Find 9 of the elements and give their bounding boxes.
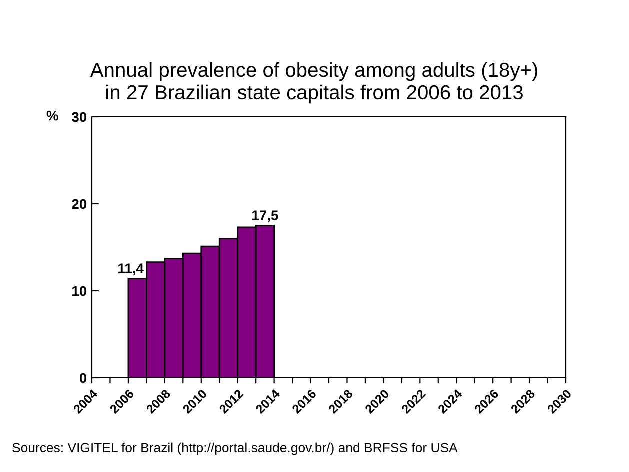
data-label: 17,5: [252, 210, 278, 222]
data-label: 11,4: [118, 264, 144, 276]
y-tick-label: 20: [72, 199, 87, 210]
chart-title: Annual prevalence of obesity among adults (18y+) in 27 Brazilian state capitals from 2006 to 2013: [90, 62, 538, 104]
source-note: Sources: VIGITEL for Brazil (http://portal.saude.gov.br/) and BRFSS for USA: [12, 442, 458, 456]
y-tick-label: 30: [72, 112, 87, 122]
y-tick-label: 0: [80, 373, 87, 384]
y-tick-label: 10: [72, 286, 87, 296]
y-axis-title: %: [46, 110, 58, 121]
